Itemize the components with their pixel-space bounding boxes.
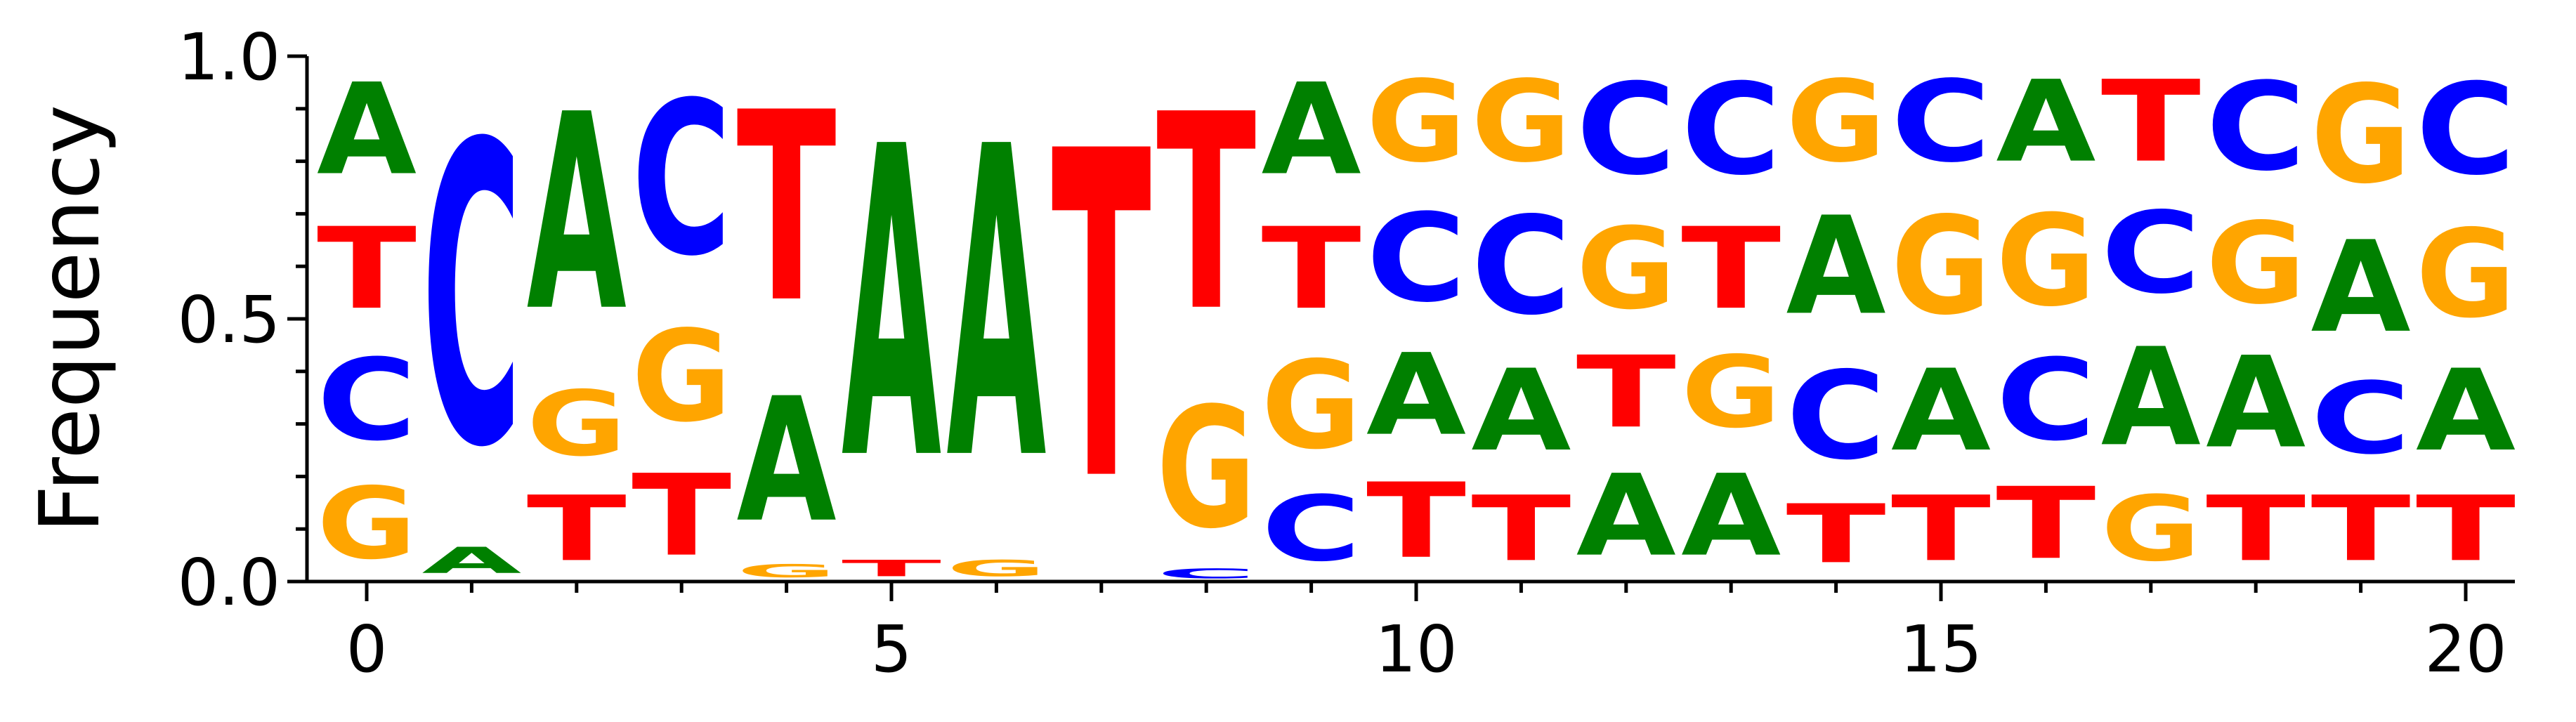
- logo-letter-t: T: [2416, 477, 2516, 582]
- logo-letter-a: A: [842, 58, 942, 554]
- logo-letter-a: A: [1996, 56, 2096, 188]
- logo-letter-g: G: [317, 467, 417, 582]
- logo-letter-a: A: [737, 361, 837, 560]
- logo-letter-t: T: [737, 57, 837, 360]
- x-tick-label: 15: [1900, 612, 1982, 687]
- logo-letter-t: T: [527, 477, 627, 582]
- logo-letter-c: C: [1262, 477, 1361, 582]
- x-tick-label: 5: [871, 612, 913, 687]
- logo-letter-g: G: [1786, 57, 1886, 188]
- logo-letter-c: C: [1156, 566, 1256, 582]
- logo-letter-g: G: [1366, 57, 1466, 188]
- logo-letter-t: T: [632, 451, 731, 582]
- y-axis-ticks: 0.0 0.5 1.0: [178, 20, 307, 620]
- logo-letter-c: C: [2311, 361, 2411, 476]
- logo-letter-g: G: [527, 372, 627, 476]
- logo-letter-g: G: [1891, 188, 1991, 346]
- logo-letter-g: G: [2311, 57, 2411, 214]
- y-tick-label: 1.0: [178, 20, 280, 95]
- logo-letter-t: T: [1366, 461, 1466, 582]
- logo-letter-c: C: [2206, 57, 2306, 198]
- logo-letter-g: G: [1471, 57, 1571, 188]
- logo-letter-g: G: [1681, 336, 1781, 450]
- x-tick-label: 0: [346, 612, 388, 687]
- logo-letter-a: A: [2311, 214, 2411, 360]
- logo-letter-c: C: [2416, 56, 2516, 202]
- logo-letter-t: T: [1681, 204, 1781, 334]
- logo-letter-c: C: [317, 334, 417, 465]
- logo-letter-a: A: [1366, 329, 1466, 461]
- logo-letter-t: T: [842, 556, 941, 582]
- logo-letter-g: G: [1156, 372, 1256, 565]
- logo-letter-a: A: [527, 57, 627, 371]
- logo-letter-a: A: [1471, 345, 1571, 476]
- logo-letter-g: G: [2416, 204, 2516, 345]
- logo-letter-a: A: [1891, 345, 1991, 476]
- logo-letter-t: T: [1891, 477, 1991, 582]
- logo-letter-g: G: [632, 303, 731, 449]
- logo-letter-t: T: [1262, 204, 1361, 334]
- y-axis-title: Frequency: [21, 105, 118, 533]
- logo-letter-t: T: [1471, 477, 1571, 582]
- logo-letter-c: C: [1366, 188, 1466, 329]
- logo-letter-g: G: [1996, 188, 2096, 334]
- logo-letter-g: G: [737, 560, 837, 582]
- logo-letter-g: G: [2101, 477, 2201, 582]
- logo-letter-a: A: [946, 58, 1047, 554]
- x-tick-label: 20: [2424, 612, 2506, 687]
- logo-letter-t: T: [1786, 487, 1886, 582]
- logo-letter-c: C: [421, 58, 521, 539]
- logo-letter-t: T: [1052, 58, 1152, 581]
- logo-letter-c: C: [1786, 346, 1886, 487]
- logo-letter-g: G: [1576, 204, 1676, 334]
- logo-letter-g: G: [946, 556, 1046, 582]
- logo-letter-a: A: [421, 539, 521, 582]
- logo-letter-a: A: [2416, 345, 2516, 476]
- logo-letter-t: T: [2311, 477, 2411, 582]
- x-tick-label: 10: [1375, 612, 1457, 687]
- logo-letter-a: A: [2206, 330, 2306, 476]
- logo-letter-t: T: [1996, 466, 2096, 582]
- logo-letter-c: C: [1891, 56, 1991, 187]
- logo-letter-c: C: [1996, 334, 2096, 465]
- logo-letter-a: A: [1786, 189, 1886, 346]
- logo-letter-t: T: [1576, 335, 1676, 450]
- logo-letter-c: C: [1681, 56, 1781, 202]
- logo-letter-t: T: [1156, 57, 1257, 370]
- logo-letter-a: A: [317, 57, 417, 203]
- x-axis-ticks: 0 5 10 15 20: [346, 582, 2507, 687]
- logo-letter-a: A: [1262, 57, 1361, 203]
- logo-letter-t: T: [2206, 477, 2306, 582]
- logo-letter-t: T: [317, 204, 417, 334]
- logo-letter-a: A: [2101, 320, 2201, 477]
- logo-letter-g: G: [1262, 335, 1361, 476]
- logo-letter-t: T: [2101, 57, 2201, 188]
- logo-letter-c: C: [632, 56, 731, 303]
- logo-letter-g: G: [2206, 199, 2306, 329]
- y-tick-label: 0.5: [178, 282, 280, 357]
- logo-letter-c: C: [1471, 188, 1571, 345]
- logo-letter-c: C: [1576, 56, 1676, 202]
- logo-letter-a: A: [1576, 450, 1676, 582]
- logo-letter-c: C: [2101, 188, 2201, 318]
- y-tick-label: 0.0: [178, 545, 280, 620]
- logo-letter-a: A: [1681, 450, 1781, 582]
